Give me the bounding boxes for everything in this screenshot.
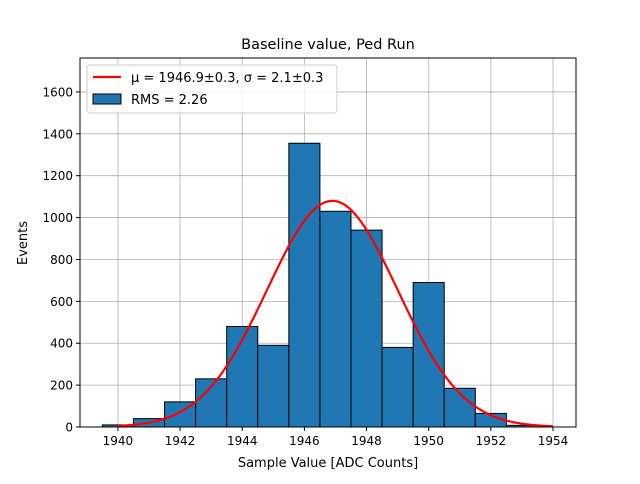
x-tick-label: 1950 [413,434,444,448]
x-tick-label: 1954 [538,434,569,448]
legend: μ = 1946.9±0.3, σ = 2.1±0.3 RMS = 2.26 [86,64,338,114]
y-tick-label: 1200 [42,169,73,183]
x-tick-label: 1940 [103,434,134,448]
x-tick-label: 1952 [476,434,507,448]
chart-title: Baseline value, Ped Run [241,37,415,53]
legend-fit-label: μ = 1946.9±0.3, σ = 2.1±0.3 [131,71,323,86]
legend-hist-swatch [92,93,122,105]
y-tick-label: 1400 [42,127,73,141]
histogram-bar [319,210,352,428]
y-tick-label: 200 [50,379,73,393]
y-tick-label: 800 [50,253,73,267]
legend-hist-label: RMS = 2.26 [131,93,208,108]
y-tick-label: 400 [50,337,73,351]
histogram-bar [412,281,445,428]
x-axis-label: Sample Value [ADC Counts] [238,456,418,471]
legend-box [86,64,338,114]
x-tick-label: 1946 [289,434,320,448]
histogram-bars [101,142,538,428]
x-axis-ticks: 1940 1942 1944 1946 1948 1950 1952 1954 [103,427,569,448]
y-axis-label: Events [16,221,31,265]
histogram-bar [257,344,290,428]
y-axis-ticks: 0 200 400 600 800 1000 1200 1400 1600 [42,85,80,435]
plot-frame [79,57,577,428]
y-tick-label: 600 [50,295,73,309]
gaussian-fit-curve [117,199,554,428]
histogram-bar [350,229,383,428]
x-tick-label: 1942 [165,434,196,448]
y-tick-label: 1600 [42,85,73,99]
histogram-bar [381,346,414,428]
x-tick-label: 1944 [227,434,258,448]
y-tick-label: 1000 [42,211,73,225]
x-tick-label: 1948 [351,434,382,448]
y-tick-label: 0 [65,421,73,435]
histogram-bar [288,142,321,428]
